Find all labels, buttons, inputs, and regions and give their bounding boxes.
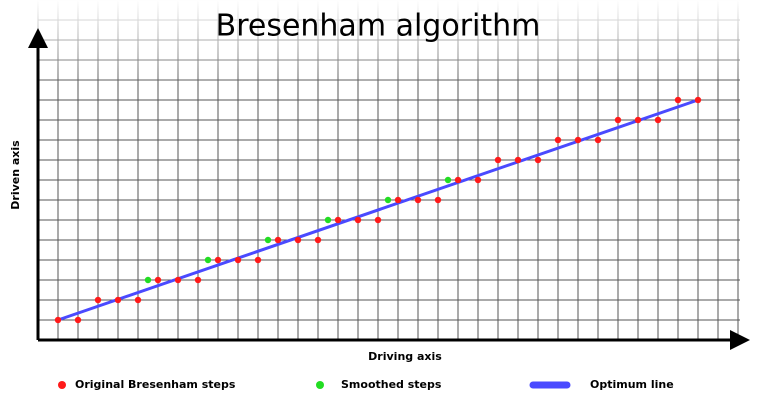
step-point: [694, 96, 702, 104]
grid-fade: [0, 0, 760, 340]
step-point: [354, 216, 362, 224]
step-point: [214, 256, 222, 264]
legend: Original Bresenham steps Smoothed steps Op…: [58, 378, 674, 391]
step-point: [194, 276, 202, 284]
y-axis-arrow: [28, 28, 48, 48]
legend-label: Smoothed steps: [341, 378, 442, 391]
y-axis-label: Driven axis: [9, 140, 22, 210]
step-point: [374, 216, 382, 224]
step-point: [634, 116, 642, 124]
step-point: [534, 156, 542, 164]
step-point: [514, 156, 522, 164]
step-point: [324, 216, 332, 224]
step-point: [274, 236, 282, 244]
step-point: [454, 176, 462, 184]
step-point: [414, 196, 422, 204]
step-point: [154, 276, 162, 284]
step-point: [594, 136, 602, 144]
step-point: [254, 256, 262, 264]
plot: [54, 96, 702, 324]
step-point: [554, 136, 562, 144]
legend-label: Original Bresenham steps: [75, 378, 236, 391]
step-point: [394, 196, 402, 204]
step-point: [334, 216, 342, 224]
legend-label: Optimum line: [590, 378, 674, 391]
step-point: [204, 256, 212, 264]
step-point: [384, 196, 392, 204]
x-axis-label: Driving axis: [368, 350, 442, 363]
step-point: [174, 276, 182, 284]
optimum-line: [57, 98, 699, 322]
step-point: [674, 96, 682, 104]
step-point: [234, 256, 242, 264]
x-axis-arrow: [730, 330, 750, 350]
chart-title: Bresenham algorithm: [216, 9, 541, 44]
step-point: [294, 236, 302, 244]
step-point: [444, 176, 452, 184]
step-point: [314, 236, 322, 244]
step-point: [94, 296, 102, 304]
step-point: [494, 156, 502, 164]
legend-swatch: [316, 381, 324, 389]
step-point: [434, 196, 442, 204]
step-point: [474, 176, 482, 184]
step-point: [134, 296, 142, 304]
step-point: [614, 116, 622, 124]
step-point: [74, 316, 82, 324]
step-point: [654, 116, 662, 124]
step-point: [114, 296, 122, 304]
legend-swatch: [58, 381, 66, 389]
step-point: [144, 276, 152, 284]
step-point: [54, 316, 62, 324]
step-point: [264, 236, 272, 244]
step-point: [574, 136, 582, 144]
